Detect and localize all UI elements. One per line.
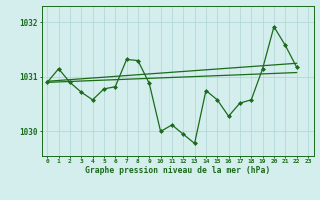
X-axis label: Graphe pression niveau de la mer (hPa): Graphe pression niveau de la mer (hPa) [85,166,270,175]
